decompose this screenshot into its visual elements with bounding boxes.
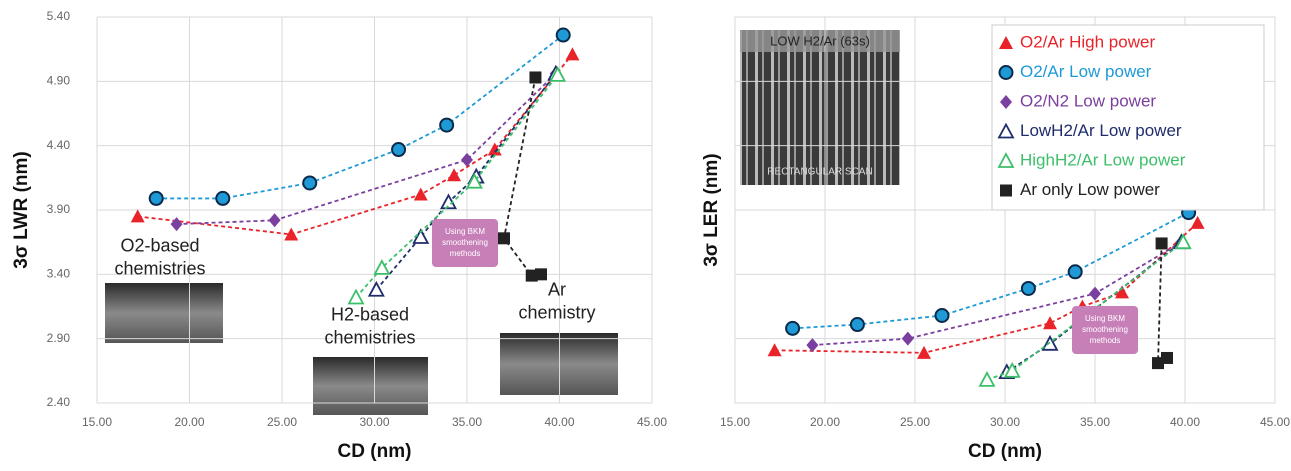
y-tick-label: 4.40 <box>47 138 71 152</box>
series-line <box>156 35 563 198</box>
legend-label: LowH2/Ar Low power <box>1020 121 1182 140</box>
marker <box>216 192 229 205</box>
series-line <box>1158 243 1167 363</box>
marker <box>498 232 510 244</box>
x-tick-label: 25.00 <box>267 415 297 429</box>
x-tick-label: 40.00 <box>544 415 574 429</box>
legend-marker <box>1000 185 1012 197</box>
y-axis-title: 3σ LER (nm) <box>701 153 722 266</box>
y-axis-title: 3σ LWR (nm) <box>11 151 32 269</box>
annotation: Using BKM <box>445 227 485 236</box>
annotation: chemistries <box>324 327 415 347</box>
annotation: RECTANGULAR SCAN <box>767 167 872 178</box>
legend-label: O2/N2 Low power <box>1020 91 1156 110</box>
y-tick-label: 3.90 <box>47 202 71 216</box>
y-tick-label: 5.40 <box>47 9 71 23</box>
marker <box>375 261 389 274</box>
x-tick-label: 20.00 <box>810 415 840 429</box>
marker <box>440 119 453 132</box>
legend-label: HighH2/Ar Low power <box>1020 150 1186 169</box>
x-tick-label: 20.00 <box>174 415 204 429</box>
figure: 2.40 2.90 3.40 3.90 4.40 4.90 5.40 15.00 20.00 25… <box>0 0 1291 466</box>
annotation: smoothening <box>1082 325 1128 334</box>
marker <box>535 268 547 280</box>
marker <box>902 332 914 346</box>
x-tick-label: 15.00 <box>720 415 750 429</box>
marker <box>1043 316 1057 329</box>
marker <box>131 209 145 222</box>
marker <box>269 213 281 227</box>
y-tick-label: 2.40 <box>47 395 71 409</box>
annotation: chemistries <box>114 258 205 278</box>
legend-label: Ar only Low power <box>1020 180 1160 199</box>
marker <box>565 47 579 60</box>
marker <box>303 176 316 189</box>
x-tick-label: 15.00 <box>82 415 112 429</box>
annotation: Ar <box>548 279 566 299</box>
marker <box>447 168 461 181</box>
marker <box>529 71 541 83</box>
marker <box>1089 287 1101 301</box>
marker <box>980 373 994 386</box>
marker <box>414 188 428 201</box>
annotation: H2-based <box>331 304 409 324</box>
x-tick-label: 35.00 <box>1080 415 1110 429</box>
annotation: smoothening <box>442 238 488 247</box>
x-axis-title: CD (nm) <box>338 441 412 462</box>
x-tick-label: 35.00 <box>452 415 482 429</box>
x-tick-label: 30.00 <box>359 415 389 429</box>
annotation: methods <box>1090 336 1121 345</box>
series-line <box>504 77 541 275</box>
y-tick-label: 4.90 <box>47 74 71 88</box>
marker <box>936 309 949 322</box>
annotation: LOW H2/Ar (63s) <box>770 33 870 48</box>
marker <box>392 143 405 156</box>
legend-marker <box>1000 66 1013 79</box>
annotation: chemistry <box>518 302 595 322</box>
x-tick-label: 40.00 <box>1170 415 1200 429</box>
x-tick-label: 30.00 <box>990 415 1020 429</box>
x-tick-label: 45.00 <box>637 415 667 429</box>
sem-image <box>105 283 223 343</box>
x-axis-title: CD (nm) <box>968 441 1042 462</box>
marker <box>461 153 473 167</box>
marker <box>1161 352 1173 364</box>
marker <box>488 143 502 156</box>
x-tick-label: 25.00 <box>900 415 930 429</box>
marker <box>1156 237 1168 249</box>
annotation: O2-based <box>120 235 199 255</box>
marker <box>768 343 782 356</box>
marker <box>806 338 818 352</box>
marker <box>150 192 163 205</box>
marker <box>1022 282 1035 295</box>
annotation: methods <box>450 249 481 258</box>
legend-label: O2/Ar High power <box>1020 32 1155 51</box>
marker <box>851 318 864 331</box>
marker <box>786 322 799 335</box>
sem-image <box>313 357 428 415</box>
y-tick-label: 3.40 <box>47 267 71 281</box>
y-tick-label: 2.90 <box>47 331 71 345</box>
x-tick-label: 45.00 <box>1260 415 1290 429</box>
legend-label: O2/Ar Low power <box>1020 62 1152 81</box>
annotation: Using BKM <box>1085 314 1125 323</box>
sem-inset <box>740 30 900 185</box>
marker <box>1069 265 1082 278</box>
marker <box>557 29 570 42</box>
marker <box>171 217 183 231</box>
